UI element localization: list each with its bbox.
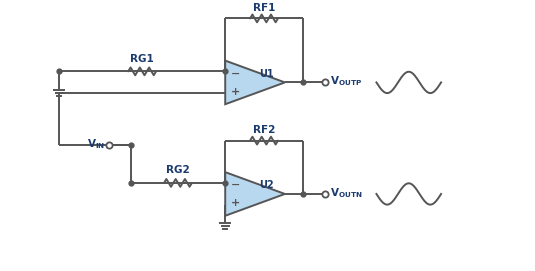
Text: −: − bbox=[231, 69, 241, 79]
Text: −: − bbox=[231, 180, 241, 190]
Text: $\mathbf{V_{OUTN}}$: $\mathbf{V_{OUTN}}$ bbox=[330, 186, 362, 200]
Polygon shape bbox=[225, 172, 285, 216]
Text: $\mathbf{V_{OUTP}}$: $\mathbf{V_{OUTP}}$ bbox=[330, 75, 362, 88]
Text: RF2: RF2 bbox=[253, 125, 275, 135]
Polygon shape bbox=[225, 61, 285, 104]
Text: RG1: RG1 bbox=[131, 54, 154, 64]
Text: $\mathbf{V_{IN}}$: $\mathbf{V_{IN}}$ bbox=[87, 138, 105, 151]
Text: +: + bbox=[231, 198, 240, 208]
Text: U2: U2 bbox=[259, 180, 274, 190]
Text: RF1: RF1 bbox=[253, 3, 275, 12]
Text: U1: U1 bbox=[259, 69, 274, 79]
Text: +: + bbox=[231, 87, 240, 97]
Text: RG2: RG2 bbox=[166, 165, 190, 175]
